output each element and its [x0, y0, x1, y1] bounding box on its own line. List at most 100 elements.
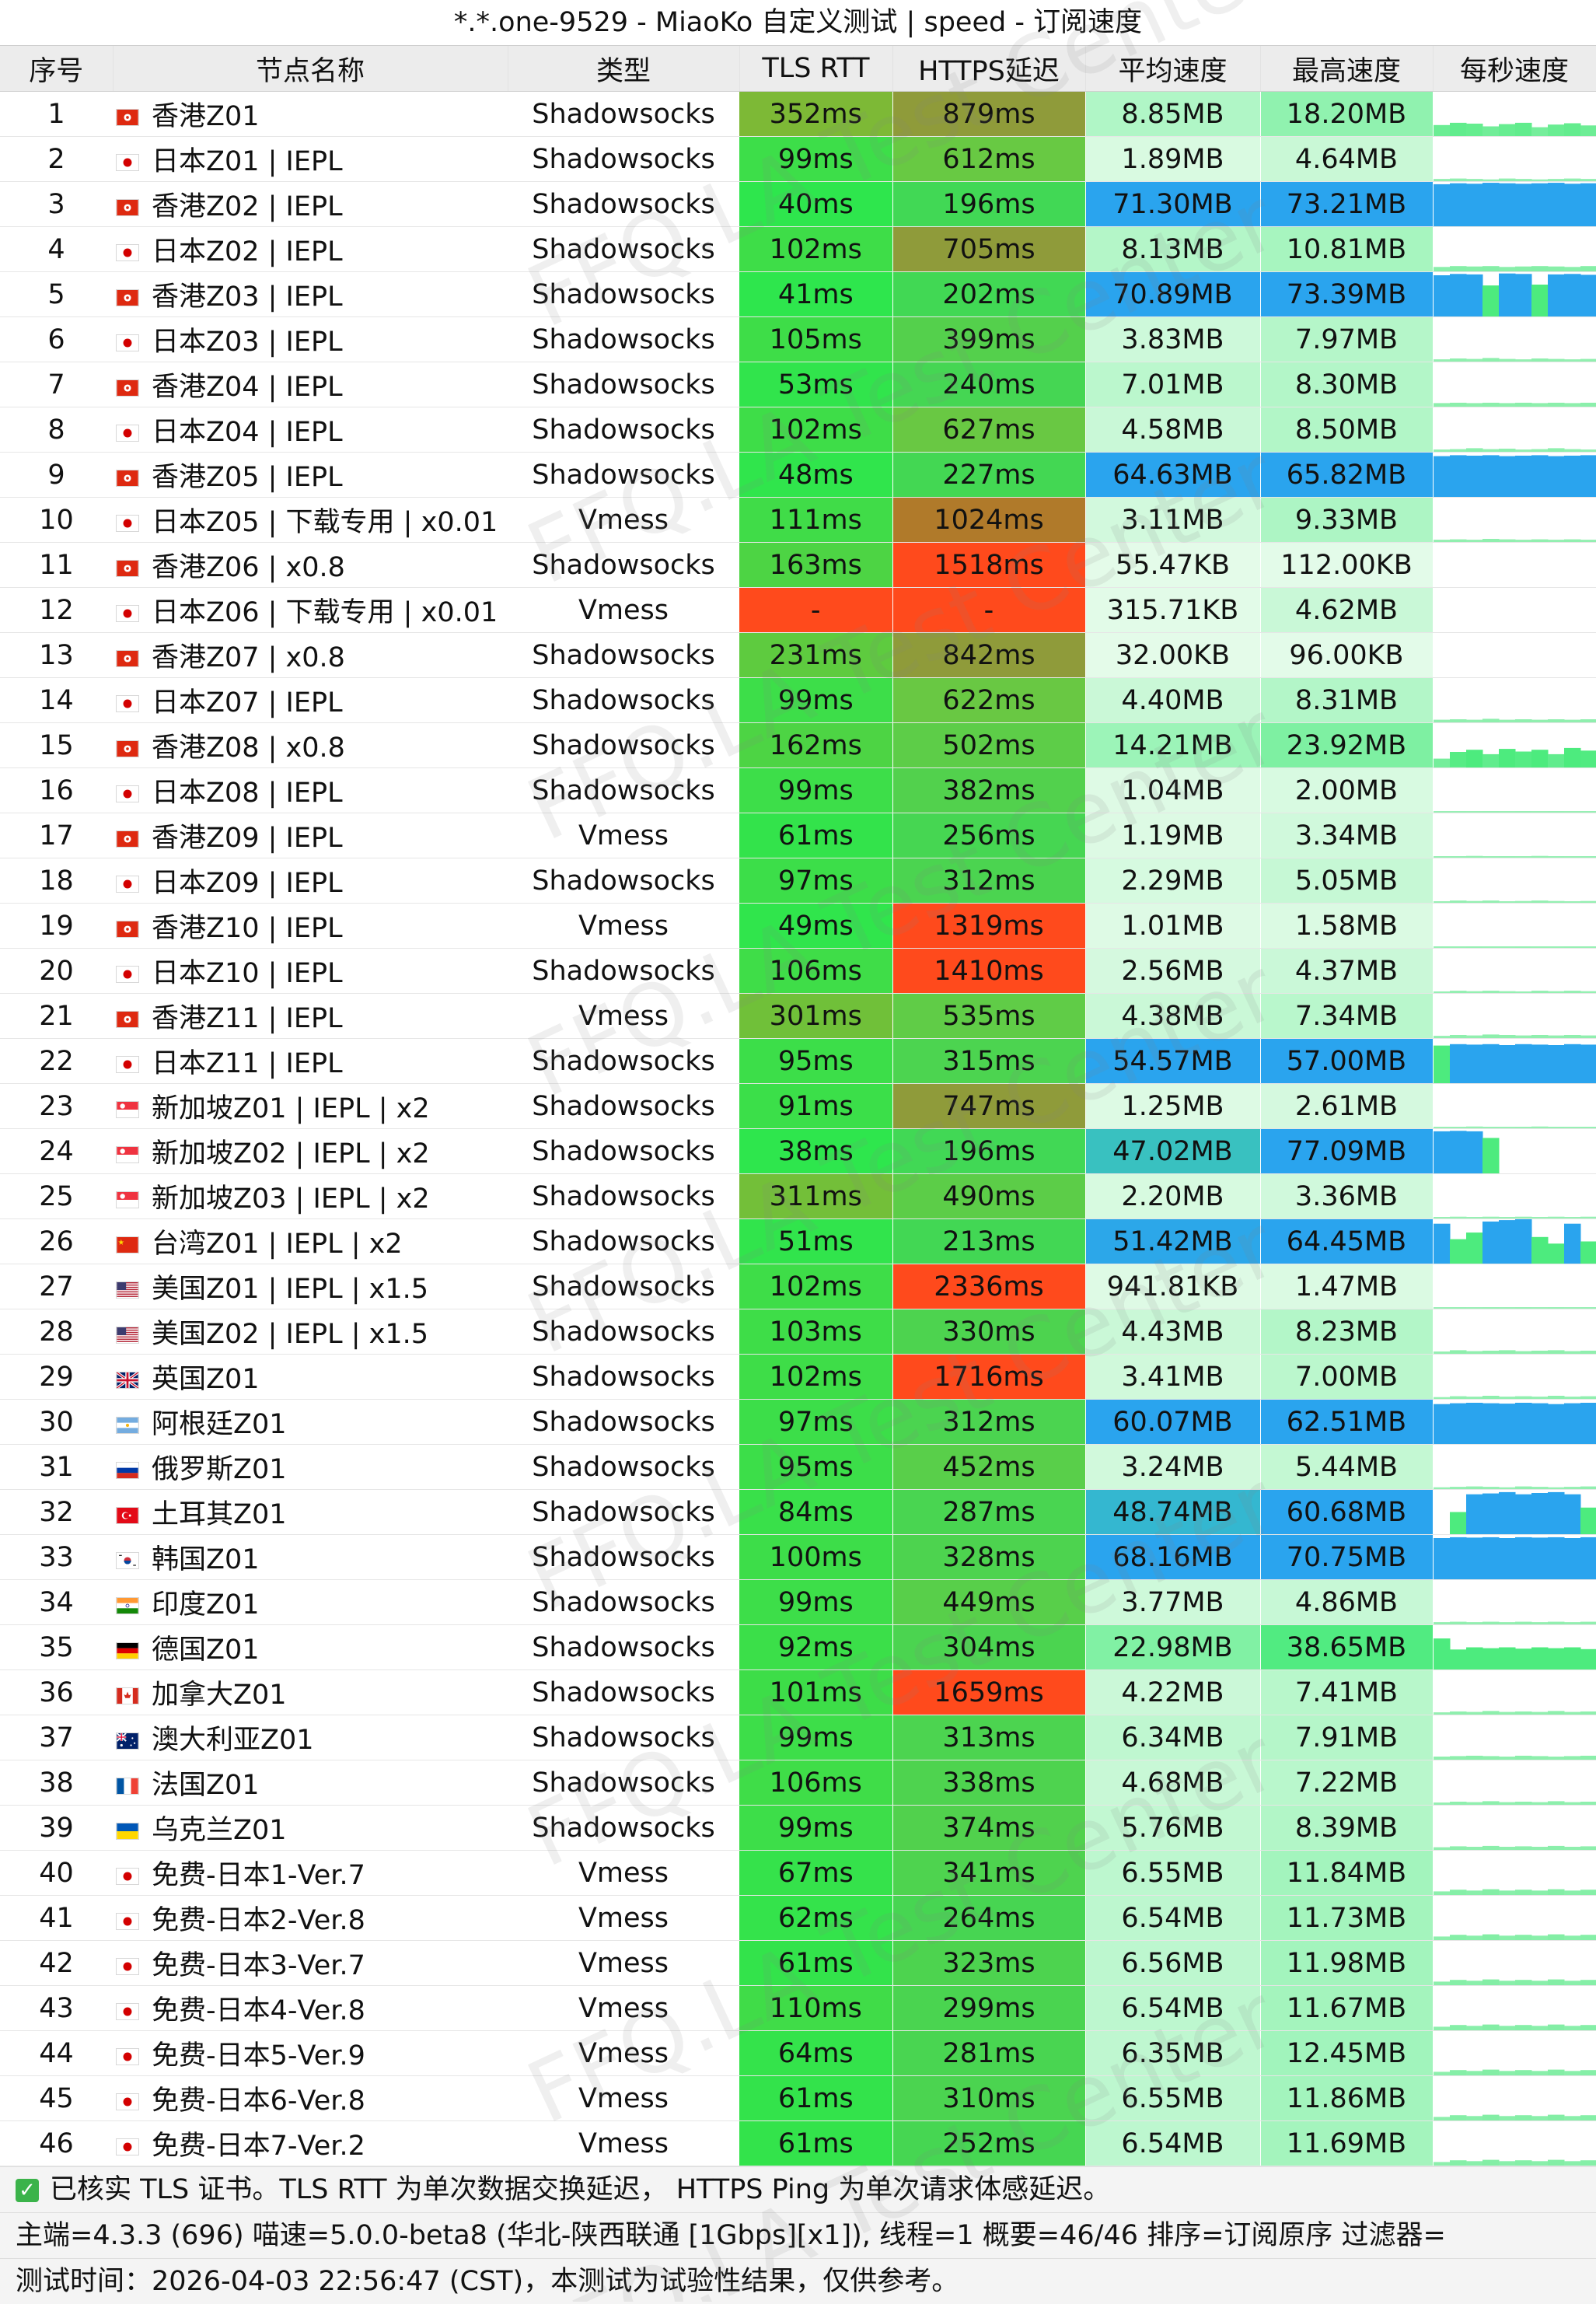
node-type: Vmess	[508, 1851, 739, 1896]
sparkline-bar	[1580, 1351, 1596, 1354]
sparkline-bar	[1482, 1801, 1500, 1805]
column-header-https-latency[interactable]: HTTPS延迟	[892, 46, 1085, 92]
column-header-per-second-speed[interactable]: 每秒速度	[1433, 46, 1596, 92]
sparkline-bar	[1450, 1044, 1467, 1083]
per-second-speed-cell	[1433, 2031, 1596, 2076]
https-latency-cell: 213ms	[892, 1219, 1085, 1264]
sparkline-bar	[1580, 455, 1596, 497]
sparkline-bar	[1580, 359, 1596, 362]
sparkline-bar	[1564, 2026, 1581, 2030]
speed-sparkline	[1434, 949, 1596, 993]
sparkline-bar	[1548, 183, 1565, 226]
column-header-avg-speed[interactable]: 平均速度	[1085, 46, 1260, 92]
sparkline-bar	[1434, 456, 1451, 497]
sparkline-bar	[1482, 1711, 1500, 1715]
column-header-node-name[interactable]: 节点名称	[113, 46, 508, 92]
sparkline-bar	[1466, 1351, 1483, 1354]
tls-rtt-cell: 51ms	[739, 1219, 892, 1264]
sparkline-bar	[1564, 403, 1581, 407]
column-header-tls-rtt[interactable]: TLS RTT	[739, 46, 892, 92]
column-header-index[interactable]: 序号	[0, 46, 113, 92]
per-second-speed-cell	[1433, 1400, 1596, 1445]
avg-speed-cell: 3.41MB	[1085, 1355, 1260, 1400]
sparkline-bar	[1515, 1044, 1532, 1083]
speed-sparkline	[1434, 1670, 1596, 1715]
max-speed-cell: 5.05MB	[1260, 858, 1433, 904]
flag-ar-icon	[116, 1417, 139, 1434]
node-name: 日本Z09 | IEPL	[113, 858, 508, 904]
footer-note-text: 已核实 TLS 证书。TLS RTT 为单次数据交换延迟， HTTPS Ping…	[50, 2174, 1110, 2205]
sparkline-bar	[1499, 540, 1516, 542]
node-name-text: 日本Z01 | IEPL	[152, 146, 343, 177]
column-header-max-speed[interactable]: 最高速度	[1260, 46, 1433, 92]
sparkline-bar	[1515, 1622, 1532, 1624]
max-speed-cell: 11.73MB	[1260, 1896, 1433, 1941]
sparkline-bar	[1548, 267, 1565, 271]
https-latency-cell: 879ms	[892, 92, 1085, 137]
https-latency-cell: 196ms	[892, 182, 1085, 227]
speed-sparkline	[1434, 1760, 1596, 1805]
tls-rtt-cell: 97ms	[739, 1400, 892, 1445]
avg-speed-cell: 14.21MB	[1085, 723, 1260, 768]
sparkline-bar	[1564, 2116, 1581, 2120]
row-index: 18	[0, 858, 113, 904]
sparkline-bar	[1548, 124, 1565, 136]
column-header-type[interactable]: 类型	[508, 46, 739, 92]
row-index: 8	[0, 407, 113, 453]
sparkline-bar	[1482, 2160, 1500, 2166]
sparkline-bar	[1580, 184, 1596, 226]
row-index: 28	[0, 1309, 113, 1355]
sparkline-bar	[1515, 267, 1532, 271]
sparkline-bar	[1450, 1890, 1467, 1895]
sparkline-bar	[1434, 275, 1451, 316]
node-name-text: 新加坡Z01 | IEPL | x2	[152, 1093, 430, 1124]
max-speed-cell: 8.23MB	[1260, 1309, 1433, 1355]
